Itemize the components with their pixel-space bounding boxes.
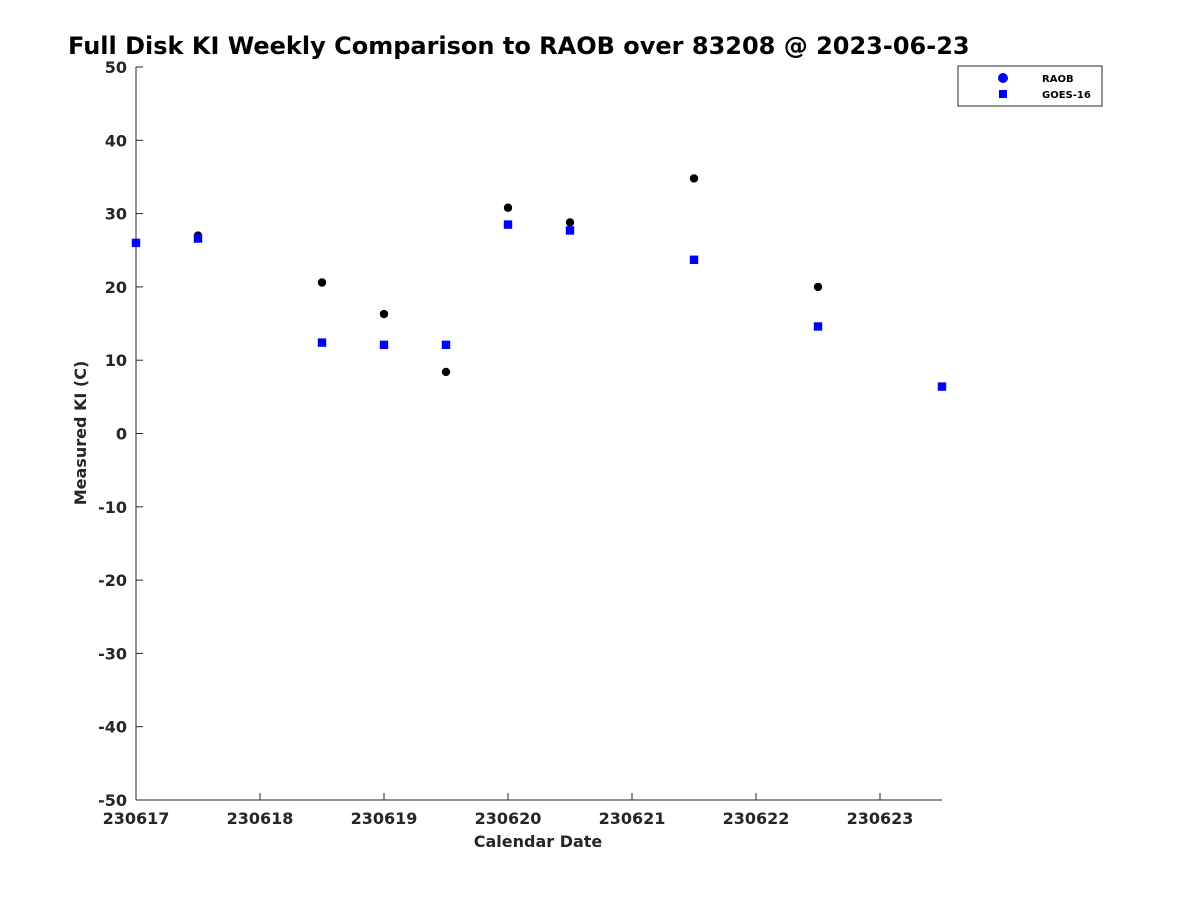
- y-tick-label: 20: [105, 278, 127, 297]
- goes-16-point: [131, 238, 141, 248]
- x-tick-label: 230618: [227, 809, 294, 828]
- series-goes-16: [131, 220, 947, 391]
- goes-16-point: [937, 382, 947, 391]
- goes-16-point: [689, 255, 699, 264]
- y-tick-label: -40: [98, 718, 127, 737]
- legend-label: RAOB: [1042, 74, 1074, 85]
- goes-16-point: [565, 226, 575, 235]
- raob-point: [565, 218, 575, 227]
- y-tick-label: 0: [116, 425, 127, 444]
- raob-point: [379, 309, 389, 319]
- goes-16-point: [503, 220, 513, 229]
- legend-raob-marker: [998, 73, 1008, 83]
- x-tick-label: 230623: [847, 809, 914, 828]
- raob-point: [317, 278, 327, 287]
- x-tick-label: 230621: [599, 809, 666, 828]
- x-tick-label: 230617: [103, 809, 170, 828]
- y-tick-label: -20: [98, 571, 127, 590]
- y-axis-label: Measured KI (C): [71, 361, 90, 506]
- chart-title: Full Disk KI Weekly Comparison to RAOB o…: [68, 32, 970, 60]
- y-tick-label: 30: [105, 205, 127, 224]
- goes-16-point: [813, 322, 823, 331]
- raob-point: [441, 367, 451, 377]
- goes-16-point: [193, 234, 203, 243]
- legend-goes-16-marker: [999, 90, 1007, 98]
- x-axis-label: Calendar Date: [474, 832, 603, 851]
- y-tick-label: 10: [105, 351, 127, 370]
- x-tick-label: 230620: [475, 809, 542, 828]
- x-tick-label: 230622: [723, 809, 790, 828]
- goes-16-point: [317, 338, 327, 347]
- legend: RAOB GOES-16: [957, 65, 1103, 107]
- raob-point: [813, 282, 823, 292]
- legend-label: GOES-16: [1042, 90, 1091, 101]
- y-tick-label: -10: [98, 498, 127, 517]
- x-tick-label: 230619: [351, 809, 418, 828]
- y-tick-label: 40: [105, 131, 127, 150]
- raob-point: [503, 203, 513, 212]
- y-tick-label: -50: [98, 791, 127, 810]
- y-tick-label: 50: [105, 58, 127, 77]
- raob-point: [689, 174, 699, 183]
- data-markers: [131, 174, 947, 391]
- legend-box: [957, 65, 1103, 107]
- goes-16-point: [441, 340, 451, 350]
- goes-16-point: [379, 340, 389, 350]
- y-tick-label: -30: [98, 644, 127, 663]
